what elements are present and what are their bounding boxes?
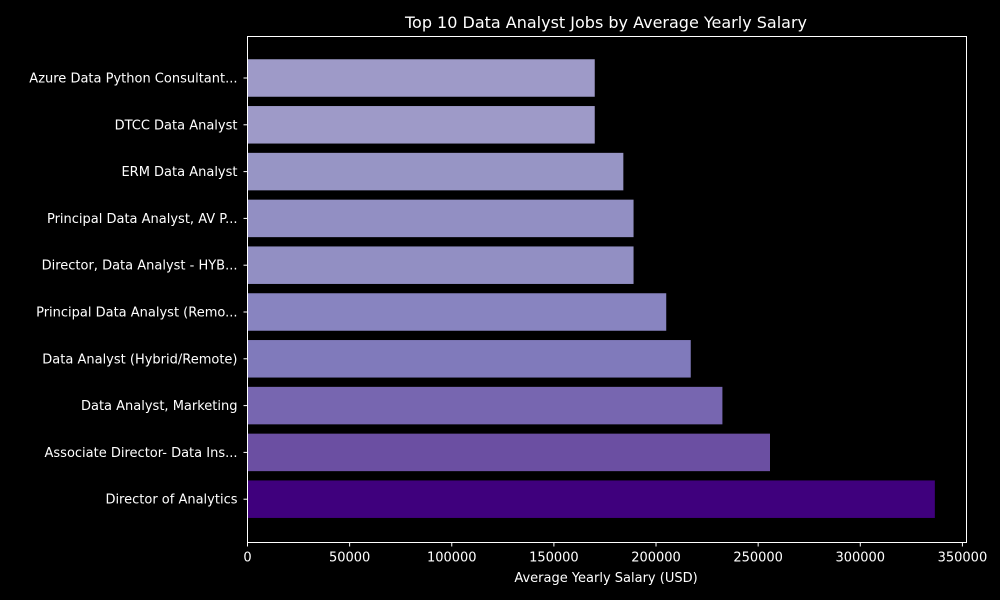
- bar: [247, 340, 691, 378]
- y-tick-label: Azure Data Python Consultant...: [29, 72, 237, 87]
- x-tick-label: 350000: [938, 551, 988, 566]
- x-axis-label: Average Yearly Salary (USD): [514, 571, 697, 586]
- bar: [247, 106, 595, 144]
- bar: [247, 480, 935, 518]
- x-tick-label: 200000: [631, 551, 681, 566]
- x-tick-label: 300000: [835, 551, 885, 566]
- x-axis-ticks: 0 50000 100000 150000 200000 250000 300000 3500…: [243, 542, 988, 566]
- bar: [247, 199, 634, 238]
- y-tick-label: ERM Data Analyst: [121, 165, 237, 180]
- y-tick-label: Director, Data Analyst - HYB...: [42, 259, 238, 274]
- x-tick-label: 50000: [329, 551, 370, 566]
- chart-title: Top 10 Data Analyst Jobs by Average Year…: [404, 13, 807, 32]
- bars-group: [247, 59, 935, 518]
- y-tick-label: Data Analyst, Marketing: [81, 399, 238, 414]
- y-tick-label: Director of Analytics: [105, 493, 237, 508]
- bar: [247, 386, 723, 425]
- x-tick-label: 150000: [529, 551, 579, 566]
- y-tick-label: DTCC Data Analyst: [115, 118, 238, 133]
- y-tick-label: Principal Data Analyst (Remo...: [36, 306, 237, 321]
- y-tick-label: Data Analyst (Hybrid/Remote): [42, 352, 237, 367]
- x-tick-label: 0: [243, 551, 251, 566]
- bar: [247, 433, 771, 472]
- bar: [247, 293, 667, 331]
- bar: [247, 152, 624, 191]
- bar: [247, 246, 634, 284]
- bar: [247, 59, 595, 97]
- y-axis-tick-labels: Azure Data Python Consultant... DTCC Data…: [29, 72, 248, 508]
- y-tick-label: Associate Director- Data Ins...: [45, 446, 238, 461]
- x-tick-label: 250000: [733, 551, 783, 566]
- plot-frame: [247, 36, 967, 543]
- y-tick-label: Principal Data Analyst, AV P...: [47, 212, 238, 227]
- x-tick-label: 100000: [427, 551, 477, 566]
